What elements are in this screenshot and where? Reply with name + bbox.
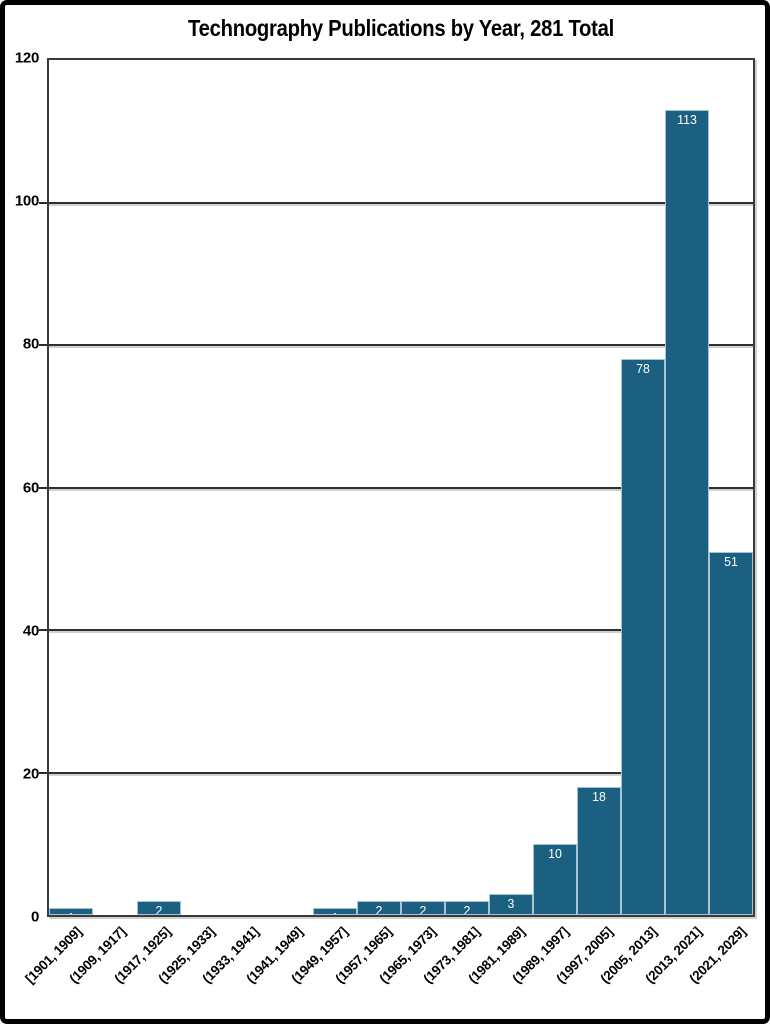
x-axis-tick-label: (1917, 1925]: [111, 924, 174, 987]
y-axis-tick-label: 80: [22, 335, 39, 353]
bar-value-label: 2: [463, 902, 471, 915]
histogram-bar: 3: [489, 893, 533, 915]
y-tick-mark: [39, 771, 47, 774]
x-axis-tick-label: (1925, 1933]: [155, 924, 218, 987]
y-axis-tick-label: 20: [22, 765, 39, 783]
x-axis-tick-label: (2021, 2029]: [686, 924, 749, 987]
x-axis-tick-label: (1965, 1973]: [376, 924, 439, 987]
x-axis-tick-label: (2005, 2013]: [597, 924, 660, 987]
bar-value-label: 2: [419, 902, 427, 915]
bar-value-label: 113: [677, 111, 697, 127]
x-axis-tick-label: (1949, 1957]: [288, 924, 351, 987]
bar-value-label: 51: [724, 553, 738, 569]
x-axis-tick-label: (2013, 2021]: [642, 924, 705, 987]
bar-value-label: 3: [507, 895, 515, 911]
x-axis-tick-label: (1989, 1997]: [509, 924, 572, 987]
bar-value-label: 2: [375, 902, 383, 915]
bar-value-label: 78: [636, 361, 650, 377]
gridline: [49, 629, 753, 632]
gridline: [49, 486, 753, 489]
y-axis-tick-label: 120: [14, 49, 39, 67]
histogram-bar: 1: [49, 907, 93, 915]
bar-value-label: 1: [315, 910, 355, 914]
x-axis-tick-label: (1909, 1917]: [66, 924, 129, 987]
histogram-bar: 78: [621, 359, 665, 915]
x-axis-tick-label: (1941, 1949]: [243, 924, 306, 987]
histogram-bar: 2: [401, 900, 445, 915]
x-axis-tick-label: (1981, 1989]: [465, 924, 528, 987]
histogram-bar: 18: [577, 786, 621, 915]
histogram-bar: 113: [665, 109, 709, 915]
histogram-bar: 2: [357, 900, 401, 915]
y-axis-tick-label: 0: [30, 908, 39, 926]
histogram-bar: 2: [137, 900, 181, 915]
y-axis-labels: 0 20 40 60 80 100 120: [5, 50, 39, 926]
chart-title: Technography Publications by Year, 281 T…: [47, 15, 755, 42]
gridline: [49, 201, 753, 204]
y-tick-mark: [39, 344, 47, 347]
x-axis-tick-label: (1957, 1965]: [332, 924, 395, 987]
chart-title-text: Technography Publications by Year, 281 T…: [188, 15, 614, 41]
histogram-bar: 51: [709, 551, 753, 915]
gridline: [49, 771, 753, 774]
x-axis-tick-label: [1901, 1909]: [22, 924, 85, 987]
bar-value-label: 1: [51, 910, 91, 914]
plot-area: 1 2 1 2 2 2 3 10 18 78 113 51: [39, 58, 755, 917]
bar-value-label: 10: [548, 845, 562, 861]
x-axis-tick-label: (1997, 2005]: [553, 924, 616, 987]
histogram-bar: 1: [313, 907, 357, 915]
histogram-bar: 2: [445, 900, 489, 915]
y-tick-mark: [39, 201, 47, 204]
x-axis-tick-label: (1973, 1981]: [420, 924, 483, 987]
y-tick-mark: [39, 629, 47, 632]
y-axis-tick-label: 60: [22, 479, 39, 496]
histogram-bar: 10: [533, 843, 577, 915]
bar-value-label: 18: [592, 788, 606, 804]
bar-value-label: 2: [155, 902, 163, 915]
bars-layer: 1 2 1 2 2 2 3 10 18 78 113 51: [49, 60, 753, 915]
y-axis-tick-label: 100: [14, 192, 39, 210]
x-axis-tick-label: (1933, 1941]: [199, 924, 262, 987]
gridline: [49, 344, 753, 347]
y-axis-tick-label: 40: [22, 622, 39, 640]
y-tick-mark: [39, 486, 47, 489]
